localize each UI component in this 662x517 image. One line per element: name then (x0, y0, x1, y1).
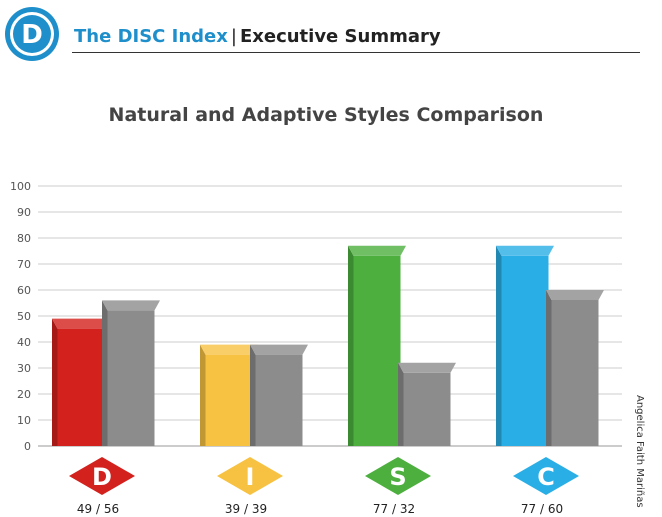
bar-adaptive-c-top (546, 290, 604, 300)
bar-adaptive-s-top (398, 362, 456, 373)
value-label-s: 77 / 32 (373, 502, 415, 516)
header-subtitle: Executive Summary (239, 26, 441, 47)
y-tick-label: 70 (17, 258, 31, 271)
category-label-i: I (246, 463, 255, 491)
bar-natural-s-top (348, 245, 406, 256)
header-rule (72, 52, 640, 53)
y-tick-label: 30 (17, 362, 31, 375)
bar-natural-s (348, 245, 406, 446)
header-title: The DISC Index | Executive Summary (74, 26, 441, 47)
bar-adaptive-c-side (546, 290, 552, 446)
bar-natural-d-top (52, 318, 110, 329)
bar-natural-i-top (200, 344, 258, 355)
diamond-c-icon (513, 457, 579, 495)
category-label-c: C (537, 463, 555, 491)
bar-adaptive-i (250, 344, 308, 446)
bar-adaptive-s-front (403, 372, 451, 446)
header-separator: | (230, 26, 237, 47)
bar-natural-c-top (496, 245, 554, 256)
y-tick-label: 50 (17, 310, 31, 323)
bar-natural-c-side (496, 245, 502, 446)
bar-natural-i (200, 344, 258, 446)
bar-natural-s-side (348, 245, 354, 446)
bar-natural-d-front (57, 328, 105, 446)
value-label-i: 39 / 39 (225, 502, 267, 516)
diamond-i-icon (217, 457, 283, 495)
bar-adaptive-i-top (250, 344, 308, 355)
y-tick-label: 100 (10, 180, 31, 193)
y-tick-label: 90 (17, 206, 31, 219)
bar-adaptive-i-side (250, 344, 256, 446)
disc-logo: D (5, 7, 59, 61)
bar-natural-s-front (353, 255, 401, 446)
bar-natural-d (52, 318, 110, 446)
logo-letter: D (21, 20, 43, 50)
y-tick-label: 0 (24, 440, 31, 453)
y-tick-label: 60 (17, 284, 31, 297)
bar-natural-c (496, 245, 554, 446)
value-label-d: 49 / 56 (77, 502, 119, 516)
bar-adaptive-d-front (107, 310, 155, 446)
category-label-s: S (389, 463, 406, 491)
bar-adaptive-c (546, 290, 604, 446)
diamond-d-icon (69, 457, 135, 495)
chart-title: Natural and Adaptive Styles Comparison (108, 104, 544, 126)
y-tick-label: 40 (17, 336, 31, 349)
bar-adaptive-d (102, 300, 160, 446)
bar-adaptive-d-top (102, 300, 160, 311)
y-tick-label: 10 (17, 414, 31, 427)
bar-adaptive-c-front (551, 300, 599, 446)
brand-name: The DISC Index (74, 26, 228, 47)
y-tick-label: 80 (17, 232, 31, 245)
y-tick-label: 20 (17, 388, 31, 401)
bar-natural-c-front (501, 255, 549, 446)
bar-natural-i-front (205, 354, 253, 446)
bar-adaptive-i-front (255, 354, 303, 446)
diamond-s-icon (365, 457, 431, 495)
value-label-c: 77 / 60 (521, 502, 563, 516)
bar-natural-d-side (52, 318, 58, 446)
bar-adaptive-d-side (102, 300, 108, 446)
bar-adaptive-s-side (398, 362, 404, 446)
bar-natural-i-side (200, 344, 206, 446)
side-note-name: Angelica Faith Mariñas (634, 395, 645, 508)
bar-adaptive-s (398, 362, 456, 446)
category-label-d: D (92, 463, 112, 491)
